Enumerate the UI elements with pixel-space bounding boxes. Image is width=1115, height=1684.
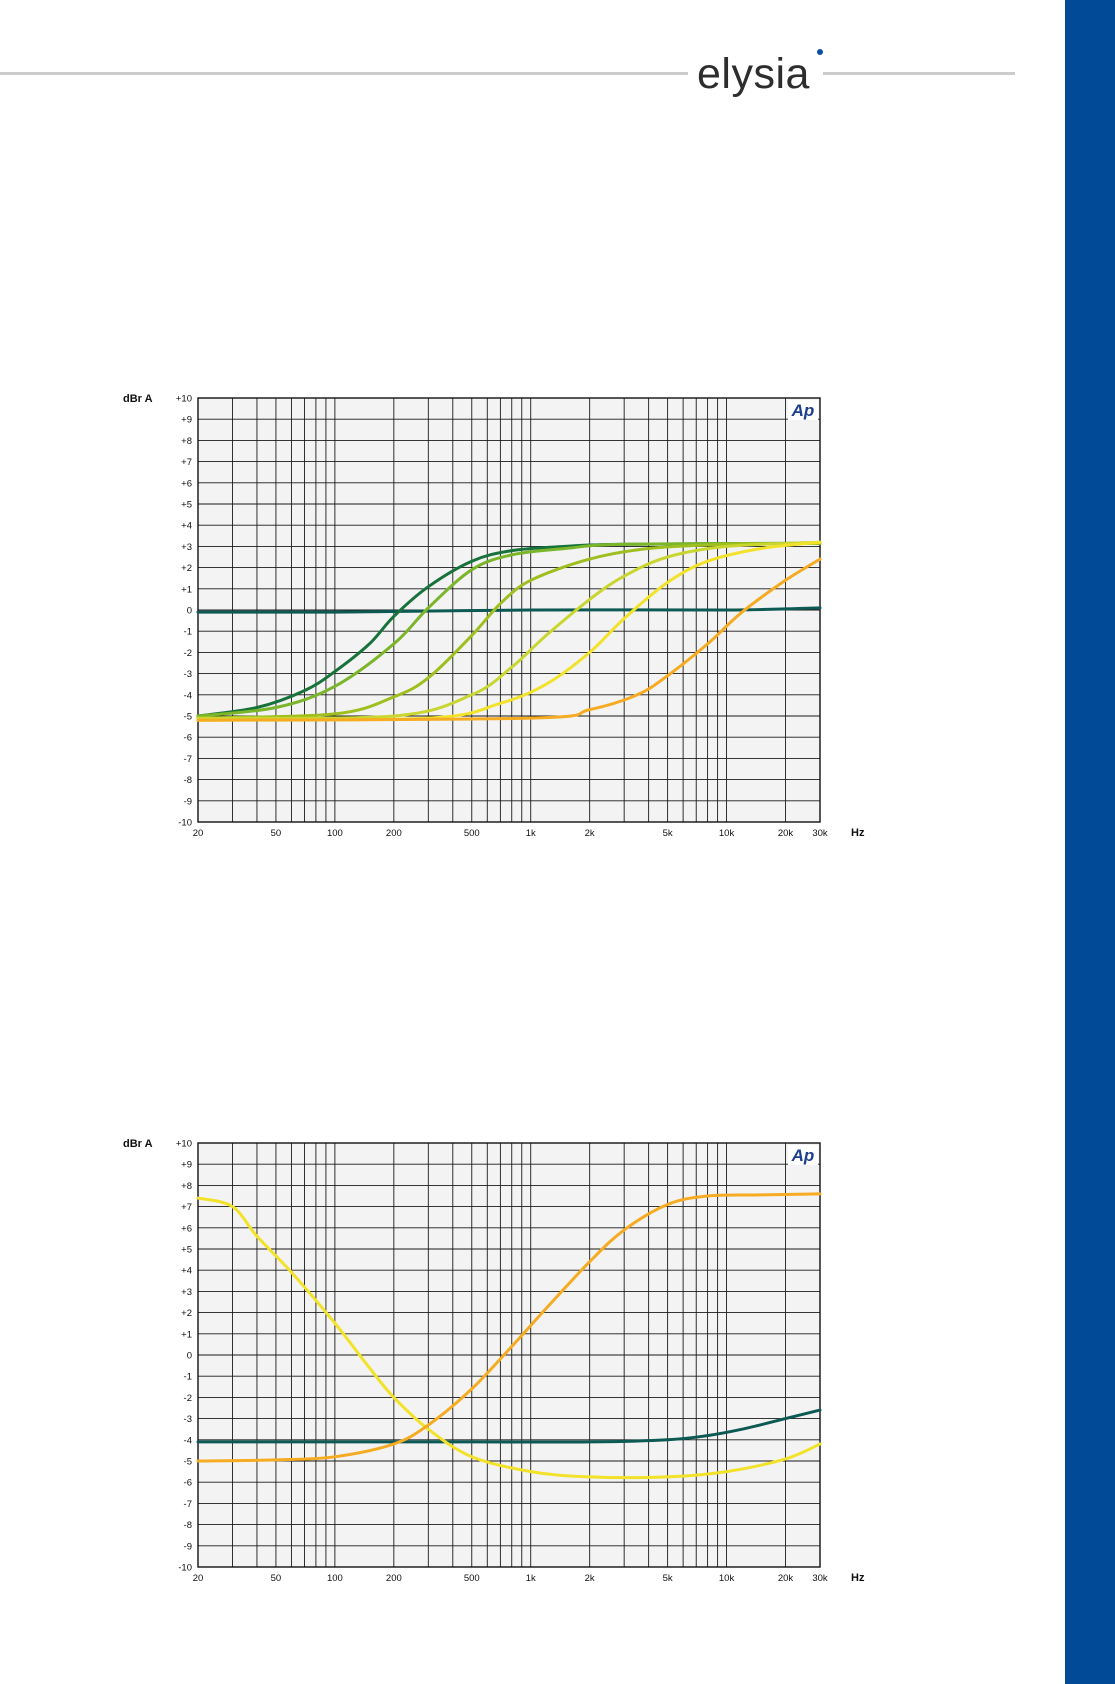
y-tick-label: -2: [184, 1393, 192, 1404]
x-axis-label: Hz: [851, 827, 865, 839]
x-tick-label: 500: [464, 1573, 480, 1584]
x-tick-label: 2k: [585, 828, 595, 839]
ap-badge: Ap: [791, 401, 815, 420]
chart-1-svg: +10+9+8+7+6+5+4+3+2+10-1-2-3-4-5-6-7-8-9…: [123, 393, 865, 839]
x-tick-label: 500: [464, 828, 480, 839]
x-tick-label: 200: [386, 1573, 402, 1584]
x-tick-label: 5k: [663, 1573, 673, 1584]
y-tick-label: -6: [184, 733, 192, 744]
brand-sidebar-stripe: [1065, 0, 1115, 1684]
y-tick-label: +2: [181, 563, 192, 574]
plot-border: [197, 1142, 821, 1568]
x-tick-label: 10k: [719, 1573, 735, 1584]
y-tick-label: +6: [181, 478, 192, 489]
y-tick-label: +5: [181, 500, 192, 511]
y-tick-label: -3: [184, 1414, 192, 1425]
y-tick-label: +4: [181, 521, 192, 532]
y-tick-label: +3: [181, 1287, 192, 1298]
y-tick-label: -4: [184, 690, 192, 701]
brand-logo: elysia: [697, 50, 810, 98]
y-tick-label: -8: [184, 775, 192, 786]
y-tick-label: -4: [184, 1435, 192, 1446]
series-line-4: [196, 541, 822, 720]
y-tick-label: +8: [181, 1181, 192, 1192]
y-tick-label: -2: [184, 648, 192, 659]
x-tick-label: 20: [193, 1573, 204, 1584]
y-tick-label: +9: [181, 1160, 192, 1171]
plot-border: [197, 397, 821, 823]
series-line-3: [196, 541, 822, 718]
y-tick-label: -5: [184, 712, 192, 723]
x-tick-label: 50: [271, 828, 282, 839]
series-line-1: [196, 1408, 822, 1444]
series-line-2: [196, 1196, 822, 1480]
y-tick-label: +5: [181, 1245, 192, 1256]
series-line-3: [196, 1192, 822, 1463]
y-tick-label: -6: [184, 1478, 192, 1489]
x-axis-label: Hz: [851, 1572, 865, 1584]
y-tick-label: -10: [178, 818, 192, 829]
y-tick-label: +2: [181, 1308, 192, 1319]
y-tick-label: +8: [181, 436, 192, 447]
y-tick-label: +10: [176, 394, 192, 405]
x-tick-label: 100: [327, 828, 343, 839]
x-tick-label: 30k: [812, 828, 828, 839]
x-tick-label: 10k: [719, 828, 735, 839]
x-tick-label: 100: [327, 1573, 343, 1584]
y-tick-label: -1: [184, 627, 192, 638]
y-tick-label: +7: [181, 1202, 192, 1213]
y-tick-label: -9: [184, 1541, 192, 1552]
x-tick-label: 20: [193, 828, 204, 839]
y-tick-label: +4: [181, 1266, 192, 1277]
y-tick-label: +9: [181, 415, 192, 426]
y-tick-label: -5: [184, 1457, 192, 1468]
y-tick-label: -10: [178, 1563, 192, 1574]
x-tick-label: 200: [386, 828, 402, 839]
logo-dot: [817, 49, 823, 55]
y-tick-label: +1: [181, 584, 192, 595]
ap-badge: Ap: [791, 1146, 815, 1165]
y-tick-label: +6: [181, 1223, 192, 1234]
y-tick-label: +1: [181, 1329, 192, 1340]
header-rule-right: [823, 72, 1015, 75]
series-line-5: [196, 540, 822, 720]
y-axis-label: dBr A: [123, 1138, 153, 1150]
y-tick-label: -9: [184, 796, 192, 807]
x-tick-label: 20k: [778, 828, 794, 839]
ap-badge-bg: [788, 400, 818, 420]
y-tick-label: -1: [184, 1372, 192, 1383]
header-rule-left: [0, 72, 688, 75]
x-tick-label: 1k: [526, 828, 536, 839]
y-tick-label: -7: [184, 754, 192, 765]
frequency-response-chart-2: +10 +9 +8 +7 +6 +5 +4 +3 +2 +1 0 -1 -2 -3 -4 -5 -6 -7 -8 -9…: [0, 1125, 1115, 1595]
y-tick-label: +7: [181, 457, 192, 468]
frequency-response-chart-1: +10 +9 +8 +7 +6 +5 +4 +3 +2 +1 0 -1 -2 -3 -4 -5 -6 -7 -8 -9…: [0, 380, 1115, 850]
y-tick-label: +3: [181, 542, 192, 553]
x-tick-label: 5k: [663, 828, 673, 839]
y-axis-label: dBr A: [123, 393, 153, 405]
x-tick-label: 20k: [778, 1573, 794, 1584]
y-tick-label: -3: [184, 669, 192, 680]
y-tick-label: -7: [184, 1499, 192, 1510]
series-line-7: [196, 557, 822, 722]
x-tick-label: 50: [271, 1573, 282, 1584]
y-tick-label: 0: [187, 606, 192, 617]
y-tick-label: -8: [184, 1520, 192, 1531]
x-tick-label: 2k: [585, 1573, 595, 1584]
x-tick-label: 1k: [526, 1573, 536, 1584]
chart-2-svg: +10+9+8+7+6+5+4+3+2+10-1-2-3-4-5-6-7-8-9…: [123, 1138, 865, 1584]
y-tick-label: 0: [187, 1351, 192, 1362]
ap-badge-bg: [788, 1145, 818, 1165]
y-tick-label: +10: [176, 1139, 192, 1150]
x-tick-label: 30k: [812, 1573, 828, 1584]
